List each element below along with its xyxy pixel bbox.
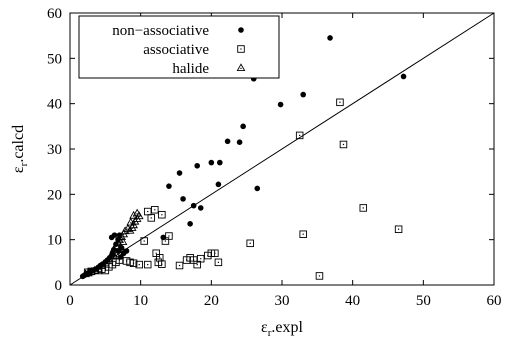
data-point: [295, 131, 304, 140]
data-point: [254, 185, 261, 192]
x-tick-label: 40: [345, 293, 360, 309]
data-point: [208, 159, 215, 166]
data-point: [125, 225, 135, 234]
y-tick-label: 0: [55, 278, 63, 294]
data-point: [194, 162, 200, 169]
data-point: [158, 210, 166, 219]
data-point: [130, 216, 140, 225]
legend-marker: [238, 27, 244, 33]
legend-box: [78, 15, 280, 79]
data-point: [147, 214, 156, 222]
data-point: [217, 159, 223, 166]
y-tick-label: 50: [47, 51, 62, 67]
data-point: [299, 230, 307, 238]
data-point: [140, 237, 148, 245]
data-point: [176, 170, 183, 176]
data-point: [134, 211, 144, 220]
data-point: [166, 183, 172, 189]
data-point: [236, 139, 243, 145]
data-point: [187, 221, 193, 227]
legend-marker: [236, 63, 246, 72]
data-point: [336, 98, 344, 107]
data-point: [339, 140, 348, 149]
legend-marker: [237, 45, 245, 53]
x-tick-label: 60: [487, 293, 502, 309]
data-point: [97, 261, 107, 270]
data-point: [214, 258, 223, 267]
data-point: [158, 260, 166, 268]
data-point: [197, 205, 204, 211]
data-point: [246, 239, 254, 248]
plot-area: [69, 12, 495, 286]
legend-label: non−associative: [112, 23, 209, 39]
y-tick-label: 20: [47, 187, 62, 203]
data-point: [111, 232, 118, 238]
data-point: [180, 196, 186, 202]
y-tick-label: 10: [47, 233, 62, 249]
data-point: [129, 210, 138, 219]
x-tick-label: 20: [204, 293, 219, 309]
data-point: [115, 234, 124, 243]
data-point: [240, 123, 246, 130]
data-point: [117, 232, 126, 240]
data-point: [165, 232, 173, 240]
data-point: [175, 261, 184, 270]
x-tick-label: 0: [66, 293, 74, 309]
x-tick-label: 10: [133, 293, 148, 309]
x-tick-label: 30: [275, 293, 290, 309]
y-axis-title: εr.calcd: [10, 125, 30, 173]
data-point: [277, 101, 284, 108]
data-point: [126, 217, 136, 226]
data-point: [112, 250, 122, 259]
data-point: [129, 259, 138, 267]
data-point: [132, 208, 142, 217]
series-2: [81, 208, 144, 278]
legend-label: associative: [143, 42, 209, 58]
data-point: [135, 260, 144, 269]
data-point: [215, 181, 222, 188]
data-point: [224, 138, 231, 145]
legend: non−associative associative halide: [78, 15, 280, 79]
x-axis-title: εr.expl: [261, 319, 303, 339]
data-point: [359, 204, 368, 212]
data-point: [143, 207, 152, 216]
data-point: [151, 205, 159, 214]
data-point: [196, 254, 205, 263]
data-point: [93, 263, 103, 272]
y-tick-label: 30: [47, 142, 62, 158]
data-point: [143, 260, 152, 269]
data-point: [118, 237, 128, 245]
x-tick-label: 50: [416, 293, 431, 309]
data-point: [394, 225, 403, 233]
data-point: [116, 242, 126, 251]
data-point: [327, 35, 333, 41]
y-tick-label: 40: [47, 97, 62, 113]
data-point: [300, 91, 307, 98]
data-point: [211, 249, 219, 258]
data-point: [400, 73, 407, 80]
y-tick-label: 60: [47, 6, 62, 22]
axes: 0 10 20 30 40 50 60 0 10 20 30 40 50 60 εr.expl εr.calc…: [10, 6, 502, 339]
data-point: [190, 202, 197, 209]
legend-label: halide: [172, 61, 209, 77]
data-point: [123, 248, 130, 254]
data-point: [315, 272, 324, 280]
